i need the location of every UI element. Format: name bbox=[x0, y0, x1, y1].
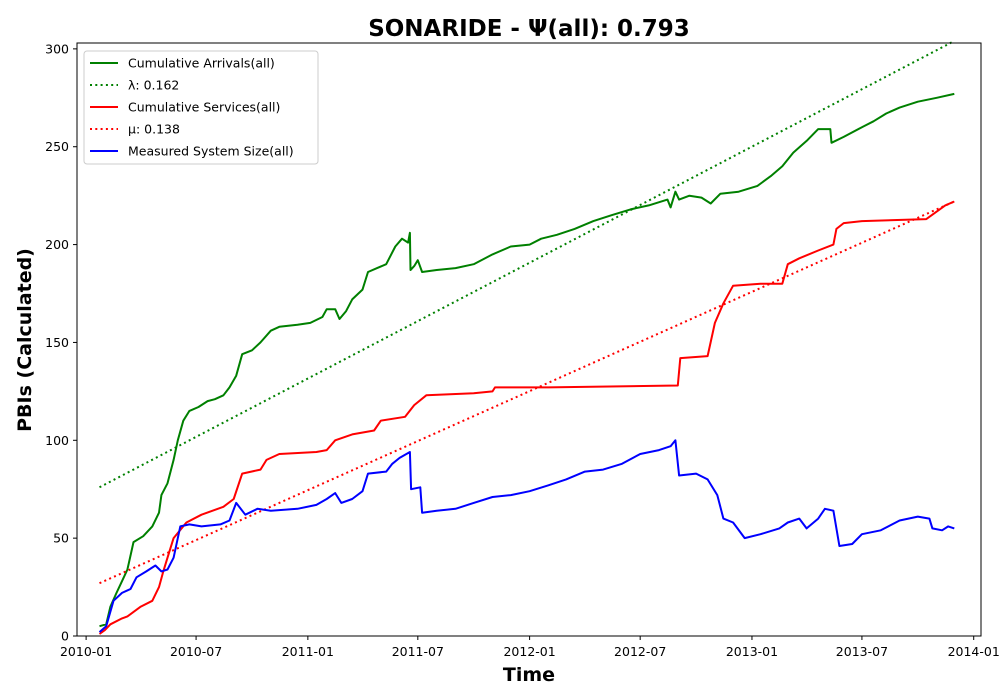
series-line-0 bbox=[99, 92, 955, 628]
x-tick-label: 2012-07 bbox=[614, 644, 666, 659]
legend-box bbox=[83, 50, 319, 165]
legend: Cumulative Arrivals(all) λ: 0.162 Cumulati… bbox=[83, 50, 319, 165]
x-tick-label: 2011-07 bbox=[392, 644, 444, 659]
legend-label: μ: 0.138 bbox=[128, 122, 180, 137]
x-axis-ticks: 2010-01 2010-07 2011-01 2011-07 2012-01 2012-… bbox=[60, 636, 1000, 659]
y-axis-ticks: 0 50 100 150 200 250 300 bbox=[45, 41, 77, 644]
series-line-4 bbox=[98, 439, 955, 633]
legend-label: Cumulative Arrivals(all) bbox=[128, 56, 275, 71]
x-tick-label: 2011-01 bbox=[282, 644, 334, 659]
x-axis-label: Time bbox=[503, 664, 555, 686]
legend-label: Measured System Size(all) bbox=[128, 144, 294, 159]
y-tick-label: 50 bbox=[53, 531, 69, 546]
series-line-2 bbox=[98, 200, 955, 635]
legend-label: λ: 0.162 bbox=[128, 78, 179, 93]
x-tick-label: 2010-07 bbox=[170, 644, 222, 659]
x-tick-label: 2013-07 bbox=[836, 644, 888, 659]
y-tick-label: 300 bbox=[45, 41, 69, 56]
plot-lines bbox=[98, 40, 955, 635]
plot-frame bbox=[76, 42, 982, 637]
series-line-1 bbox=[99, 40, 955, 489]
y-tick-label: 150 bbox=[45, 335, 69, 350]
y-tick-label: 200 bbox=[45, 237, 69, 252]
x-tick-label: 2014-01 bbox=[948, 644, 1000, 659]
x-tick-label: 2013-01 bbox=[726, 644, 778, 659]
x-tick-label: 2012-01 bbox=[503, 644, 555, 659]
chart-title: SONARIDE - Ψ(all): 0.793 bbox=[368, 16, 690, 42]
y-tick-label: 100 bbox=[45, 433, 69, 448]
y-tick-label: 250 bbox=[45, 139, 69, 154]
legend-label: Cumulative Services(all) bbox=[128, 100, 280, 115]
series-line-3 bbox=[99, 200, 955, 585]
x-tick-label: 2010-01 bbox=[60, 644, 112, 659]
y-tick-label: 0 bbox=[61, 629, 69, 644]
y-axis-label: PBIs (Calculated) bbox=[14, 248, 36, 432]
